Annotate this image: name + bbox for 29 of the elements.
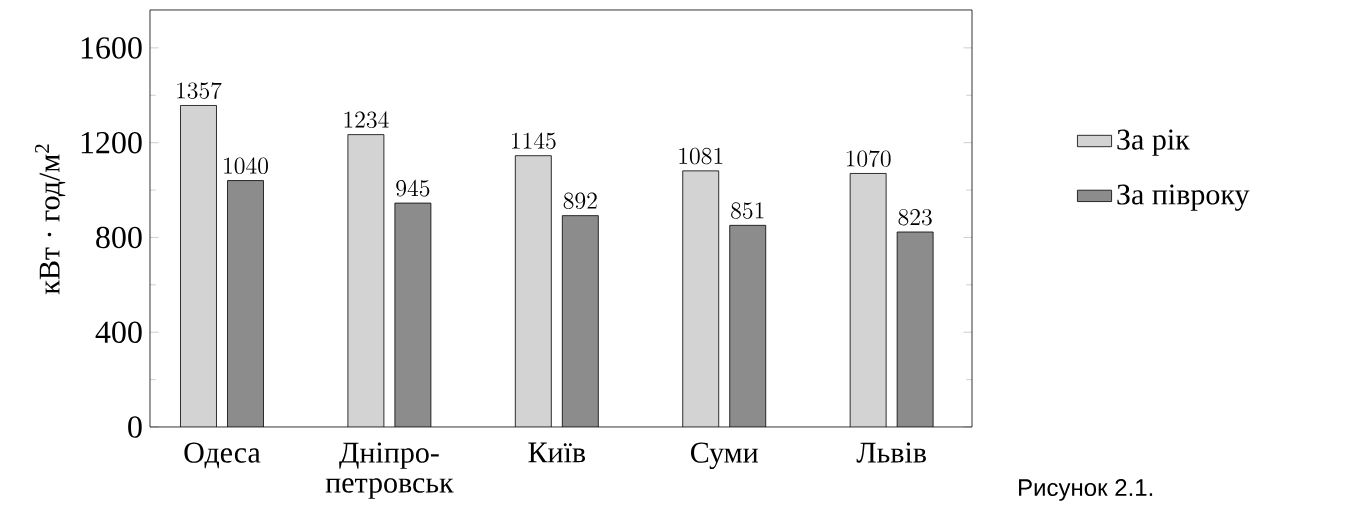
bar <box>729 224 767 427</box>
data-label: 823 <box>898 208 932 226</box>
data-label: 1357 <box>177 82 222 99</box>
legend-label: За рік <box>1117 129 1190 156</box>
x-tick-label: Дніпро-петровськ <box>325 442 454 499</box>
legend-label: За півроку <box>1117 184 1250 211</box>
data-label: 1234 <box>344 111 389 129</box>
bar <box>896 231 934 427</box>
x-tick-label: Одеса <box>184 442 261 469</box>
bar <box>394 202 432 427</box>
y-tick-label: 400 <box>95 321 142 344</box>
data-label: 945 <box>396 179 430 197</box>
y-tick-label: 800 <box>96 226 142 249</box>
x-tick-label: Львів <box>856 442 926 463</box>
y-tick-label: 0 <box>128 416 142 438</box>
data-label: 1070 <box>846 150 891 167</box>
y-axis-title: кВт · год/м$^{2}$ <box>35 144 66 295</box>
bar <box>227 180 264 427</box>
data-label: 851 <box>731 202 764 219</box>
y-tick-label: 1200 <box>81 131 142 154</box>
x-tick-label: Київ <box>528 442 586 463</box>
data-label: 892 <box>563 192 597 210</box>
x-tick-label: Суми <box>691 442 758 469</box>
data-label: 1040 <box>224 157 268 175</box>
data-label: 1081 <box>679 147 723 165</box>
y-tick-label: 1600 <box>81 37 142 59</box>
bar <box>561 215 599 427</box>
text: Рисунок 2.1. <box>1019 479 1153 501</box>
data-label: 1145 <box>512 132 556 150</box>
